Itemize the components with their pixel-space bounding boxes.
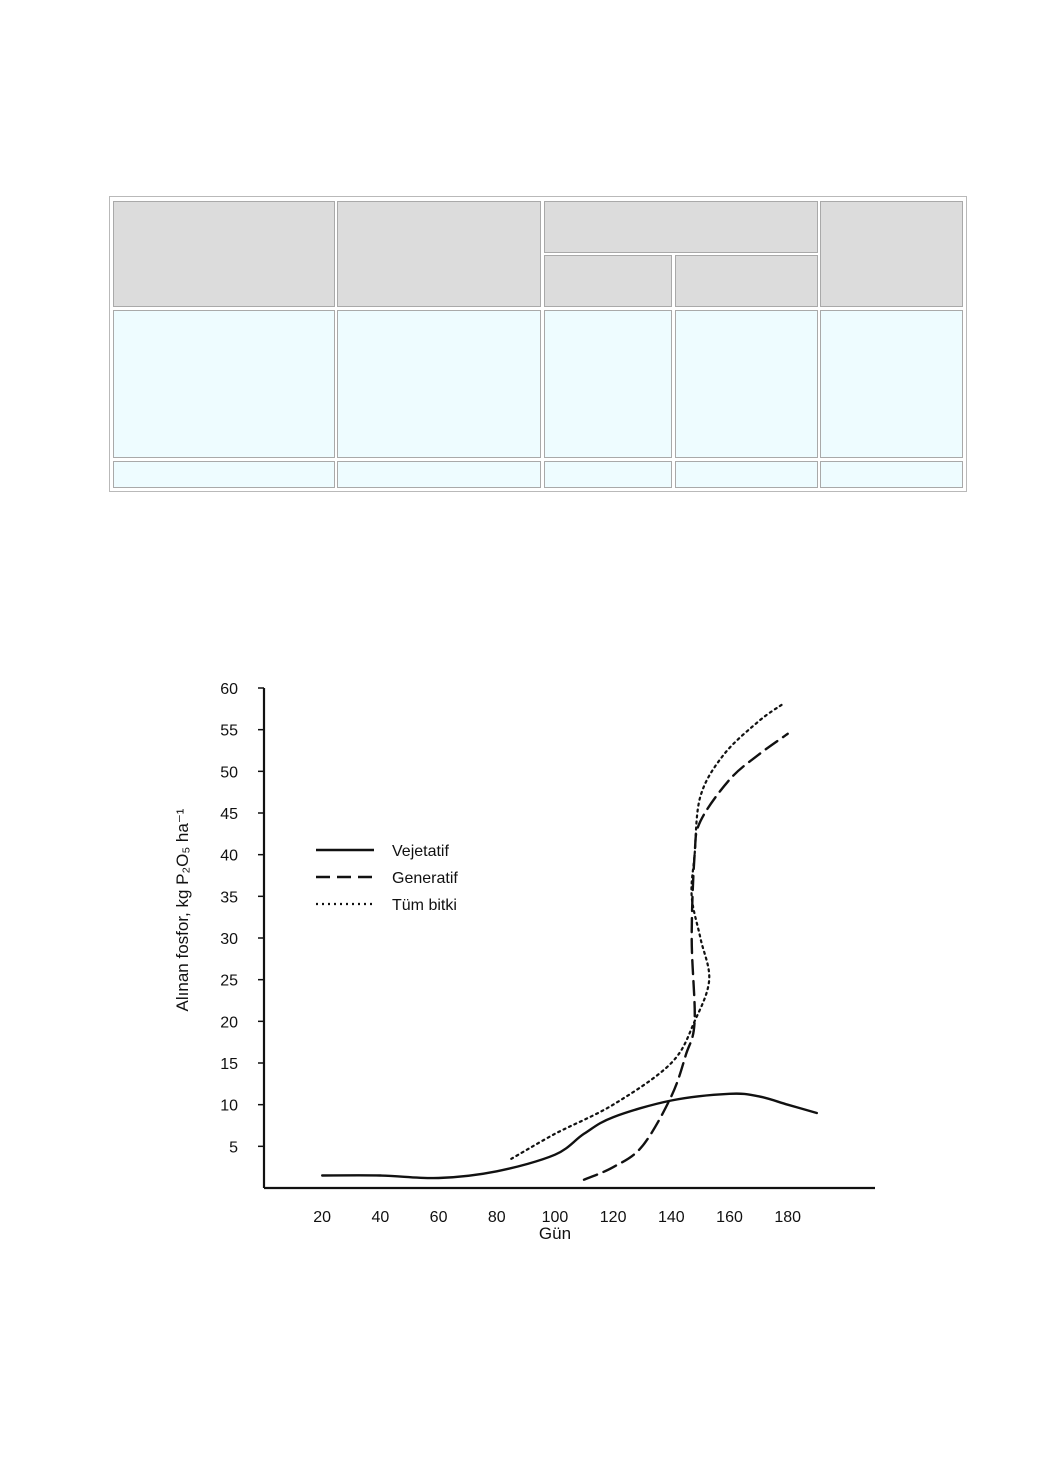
table-subheader-cell bbox=[675, 255, 818, 307]
y-tick-label: 40 bbox=[220, 848, 238, 865]
y-tick-label: 55 bbox=[220, 723, 238, 740]
x-tick-label: 40 bbox=[371, 1209, 389, 1226]
x-tick-label: 120 bbox=[600, 1209, 627, 1226]
table-header-cell bbox=[820, 201, 963, 307]
legend-label: Tüm bitki bbox=[392, 897, 457, 914]
table-cell bbox=[337, 461, 541, 488]
data-table bbox=[109, 196, 967, 492]
x-axis-ticks: 20 40 60 80 100 120 140 160 180 bbox=[313, 1209, 801, 1226]
y-tick-label: 30 bbox=[220, 931, 238, 948]
legend-label: Vejetatif bbox=[392, 843, 449, 860]
chart-axes bbox=[262, 688, 875, 1190]
table-header-group-cell bbox=[544, 201, 818, 253]
series-line-tüm-bitki bbox=[510, 703, 783, 1160]
x-tick-label: 60 bbox=[430, 1209, 448, 1226]
x-tick-label: 180 bbox=[774, 1209, 801, 1226]
phosphorus-uptake-chart: 5 10 15 20 25 30 35 40 45 50 55 60 20 40 60 80 100 120 14… bbox=[150, 660, 890, 1260]
y-axis-label: Alınan fosfor, kg P₂O₅ ha⁻¹ bbox=[173, 808, 192, 1011]
x-tick-label: 160 bbox=[716, 1209, 743, 1226]
x-tick-label: 100 bbox=[542, 1209, 569, 1226]
table-cell bbox=[337, 310, 541, 458]
y-tick-label: 25 bbox=[220, 973, 238, 990]
y-axis-ticks: 5 10 15 20 25 30 35 40 45 50 55 60 bbox=[220, 681, 264, 1156]
y-tick-label: 45 bbox=[220, 806, 238, 823]
legend-label: Generatif bbox=[392, 870, 458, 887]
table-cell bbox=[544, 310, 672, 458]
table-cell bbox=[544, 461, 672, 488]
x-tick-label: 20 bbox=[313, 1209, 331, 1226]
y-tick-label: 5 bbox=[229, 1139, 238, 1156]
table-subheader-cell bbox=[544, 255, 672, 307]
table-cell bbox=[820, 461, 963, 488]
chart-canvas: 5 10 15 20 25 30 35 40 45 50 55 60 20 40 60 80 100 120 14… bbox=[173, 681, 875, 1243]
y-tick-label: 10 bbox=[220, 1098, 238, 1115]
x-tick-label: 140 bbox=[658, 1209, 685, 1226]
y-tick-label: 15 bbox=[220, 1056, 238, 1073]
series-line-vejetatif bbox=[321, 1092, 818, 1180]
chart-legend: Vejetatif Generatif Tüm bitki bbox=[316, 843, 458, 914]
table-cell bbox=[675, 310, 818, 458]
table-cell bbox=[820, 310, 963, 458]
y-tick-label: 50 bbox=[220, 764, 238, 781]
table-cell bbox=[113, 461, 335, 488]
x-axis-label: Gün bbox=[539, 1224, 571, 1243]
x-tick-label: 80 bbox=[488, 1209, 506, 1226]
y-tick-label: 35 bbox=[220, 889, 238, 906]
table-header-cell bbox=[113, 201, 335, 307]
y-tick-label: 20 bbox=[220, 1014, 238, 1031]
chart-series bbox=[321, 703, 818, 1181]
table-header-cell bbox=[337, 201, 541, 307]
table-cell bbox=[675, 461, 818, 488]
series-line-generatif bbox=[582, 732, 789, 1181]
table-cell bbox=[113, 310, 335, 458]
y-tick-label: 60 bbox=[220, 681, 238, 698]
